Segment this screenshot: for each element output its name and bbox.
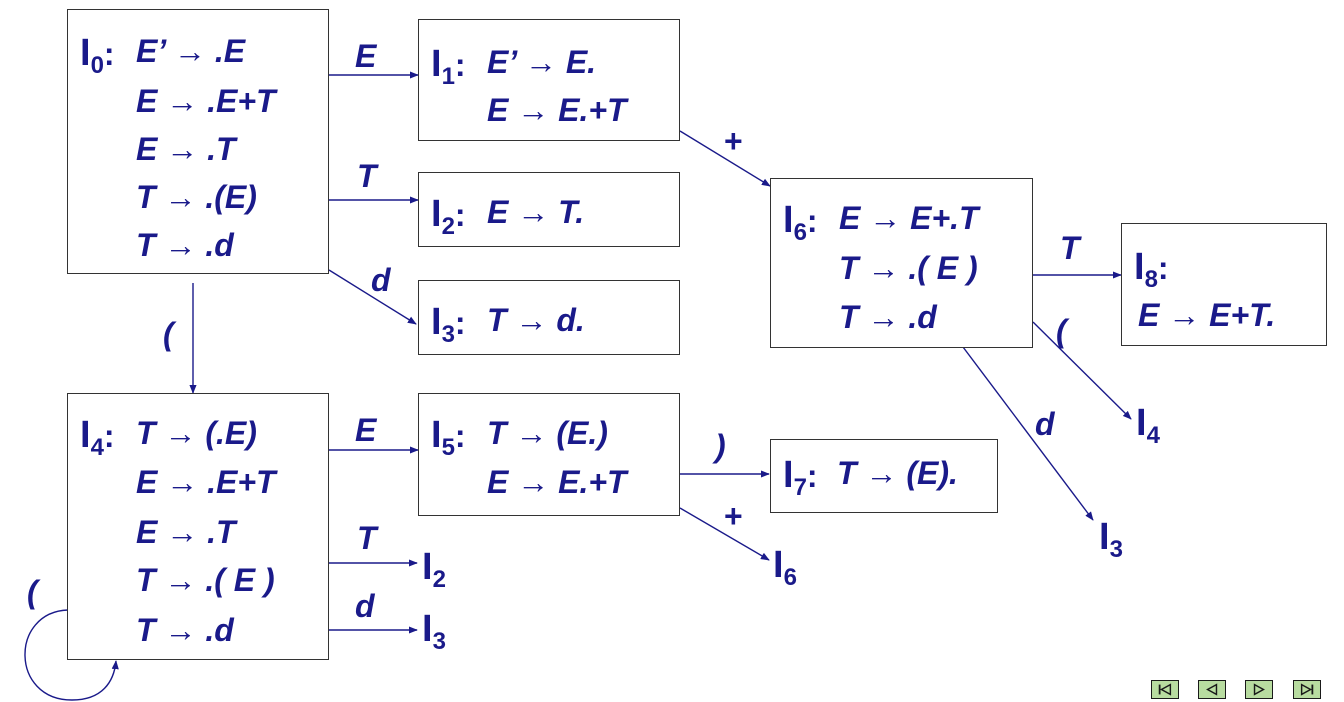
state-label: I3: — [431, 301, 466, 348]
edge-I6-I3 — [962, 346, 1094, 521]
state-I6: I6: E → E+.T T → .( E ) T → .d — [770, 178, 1033, 348]
item: T → d. — [487, 302, 585, 338]
state-label: I7: — [783, 454, 818, 501]
item: E’ → .E — [136, 33, 246, 69]
target-ref-I6: I6 — [773, 544, 797, 591]
state-label: I5: — [431, 414, 466, 461]
edge-label-I5-I7: ) — [715, 428, 726, 464]
state-I4: I4: T → (.E) E → .E+T E → .T T → .( E ) … — [67, 393, 329, 660]
item: T → .( E ) — [136, 562, 275, 598]
previous-slide-icon — [1206, 683, 1218, 696]
state-I3: I3: T → d. — [418, 280, 680, 355]
state-label: I4: — [80, 414, 115, 461]
item: E → E.+T — [487, 464, 627, 500]
item: E → E.+T — [487, 92, 627, 128]
edge-I1-I6 — [679, 130, 771, 187]
item: E → .T — [136, 514, 236, 550]
edge-label-I4-I4: ( — [27, 574, 38, 610]
item: T → (E). — [837, 455, 958, 491]
edge-I4-I4 — [24, 609, 119, 701]
state-I0: I0: E’ → .E E → .E+T E → .T T → .(E) T →… — [67, 9, 329, 274]
item: E → T. — [487, 194, 585, 230]
last-slide-icon — [1300, 683, 1314, 696]
first-slide-button[interactable] — [1151, 680, 1179, 699]
state-label: I2: — [431, 193, 466, 240]
state-label: I0: — [80, 32, 115, 79]
state-label: I6: — [783, 199, 818, 246]
edge-label-I1-I6: + — [724, 123, 743, 159]
item: E → E+T. — [1138, 297, 1276, 333]
state-I7: I7: T → (E). — [770, 439, 998, 513]
next-slide-button[interactable] — [1245, 680, 1273, 699]
last-slide-button[interactable] — [1293, 680, 1321, 699]
edge-label-I5-I6: + — [724, 498, 743, 534]
previous-slide-button[interactable] — [1198, 680, 1226, 699]
target-ref-I3b: I3 — [1099, 516, 1123, 563]
item: E → .E+T — [136, 83, 276, 119]
item: T → (.E) — [136, 415, 257, 451]
edge-label-I6-I8: T — [1060, 230, 1080, 266]
edge-label-I4-I2: T — [357, 520, 377, 556]
edge-label-I6-I4: ( — [1056, 313, 1067, 349]
first-slide-icon — [1158, 683, 1172, 696]
next-slide-icon — [1253, 683, 1265, 696]
edge-label-I0-I2: T — [357, 158, 377, 194]
item: E → .T — [136, 131, 236, 167]
item: T → .d — [136, 227, 234, 263]
state-I2: I2: E → T. — [418, 172, 680, 247]
state-I8: I8: E → E+T. — [1121, 223, 1327, 346]
item: T → (E.) — [487, 415, 608, 451]
edge-I0-I3 — [328, 269, 417, 325]
item: T → .d — [839, 299, 937, 335]
edge-I6-I4 — [1032, 321, 1132, 420]
state-I5: I5: T → (E.) E → E.+T — [418, 393, 680, 516]
state-I1: I1: E’ → E. E → E.+T — [418, 19, 680, 141]
edge-label-I0-I1: E — [355, 38, 377, 74]
edge-label-I4-I5: E — [355, 412, 377, 448]
item: T → .(E) — [136, 179, 257, 215]
item: E → .E+T — [136, 464, 276, 500]
item: T → .( E ) — [839, 250, 978, 286]
item: E → E+.T — [839, 200, 979, 236]
edge-label-I4-I3: d — [355, 588, 375, 624]
edge-label-I0-I4: ( — [163, 316, 174, 352]
edge-label-I0-I3: d — [371, 262, 391, 298]
edge-I5-I6 — [679, 507, 770, 561]
item: E’ → E. — [487, 44, 597, 80]
edge-label-I6-I3: d — [1035, 406, 1055, 442]
item: T → .d — [136, 612, 234, 648]
target-ref-I3: I3 — [422, 608, 446, 655]
state-label: I8: — [1134, 246, 1169, 293]
target-ref-I2: I2 — [422, 546, 446, 593]
state-label: I1: — [431, 43, 466, 90]
target-ref-I4: I4 — [1136, 402, 1160, 449]
